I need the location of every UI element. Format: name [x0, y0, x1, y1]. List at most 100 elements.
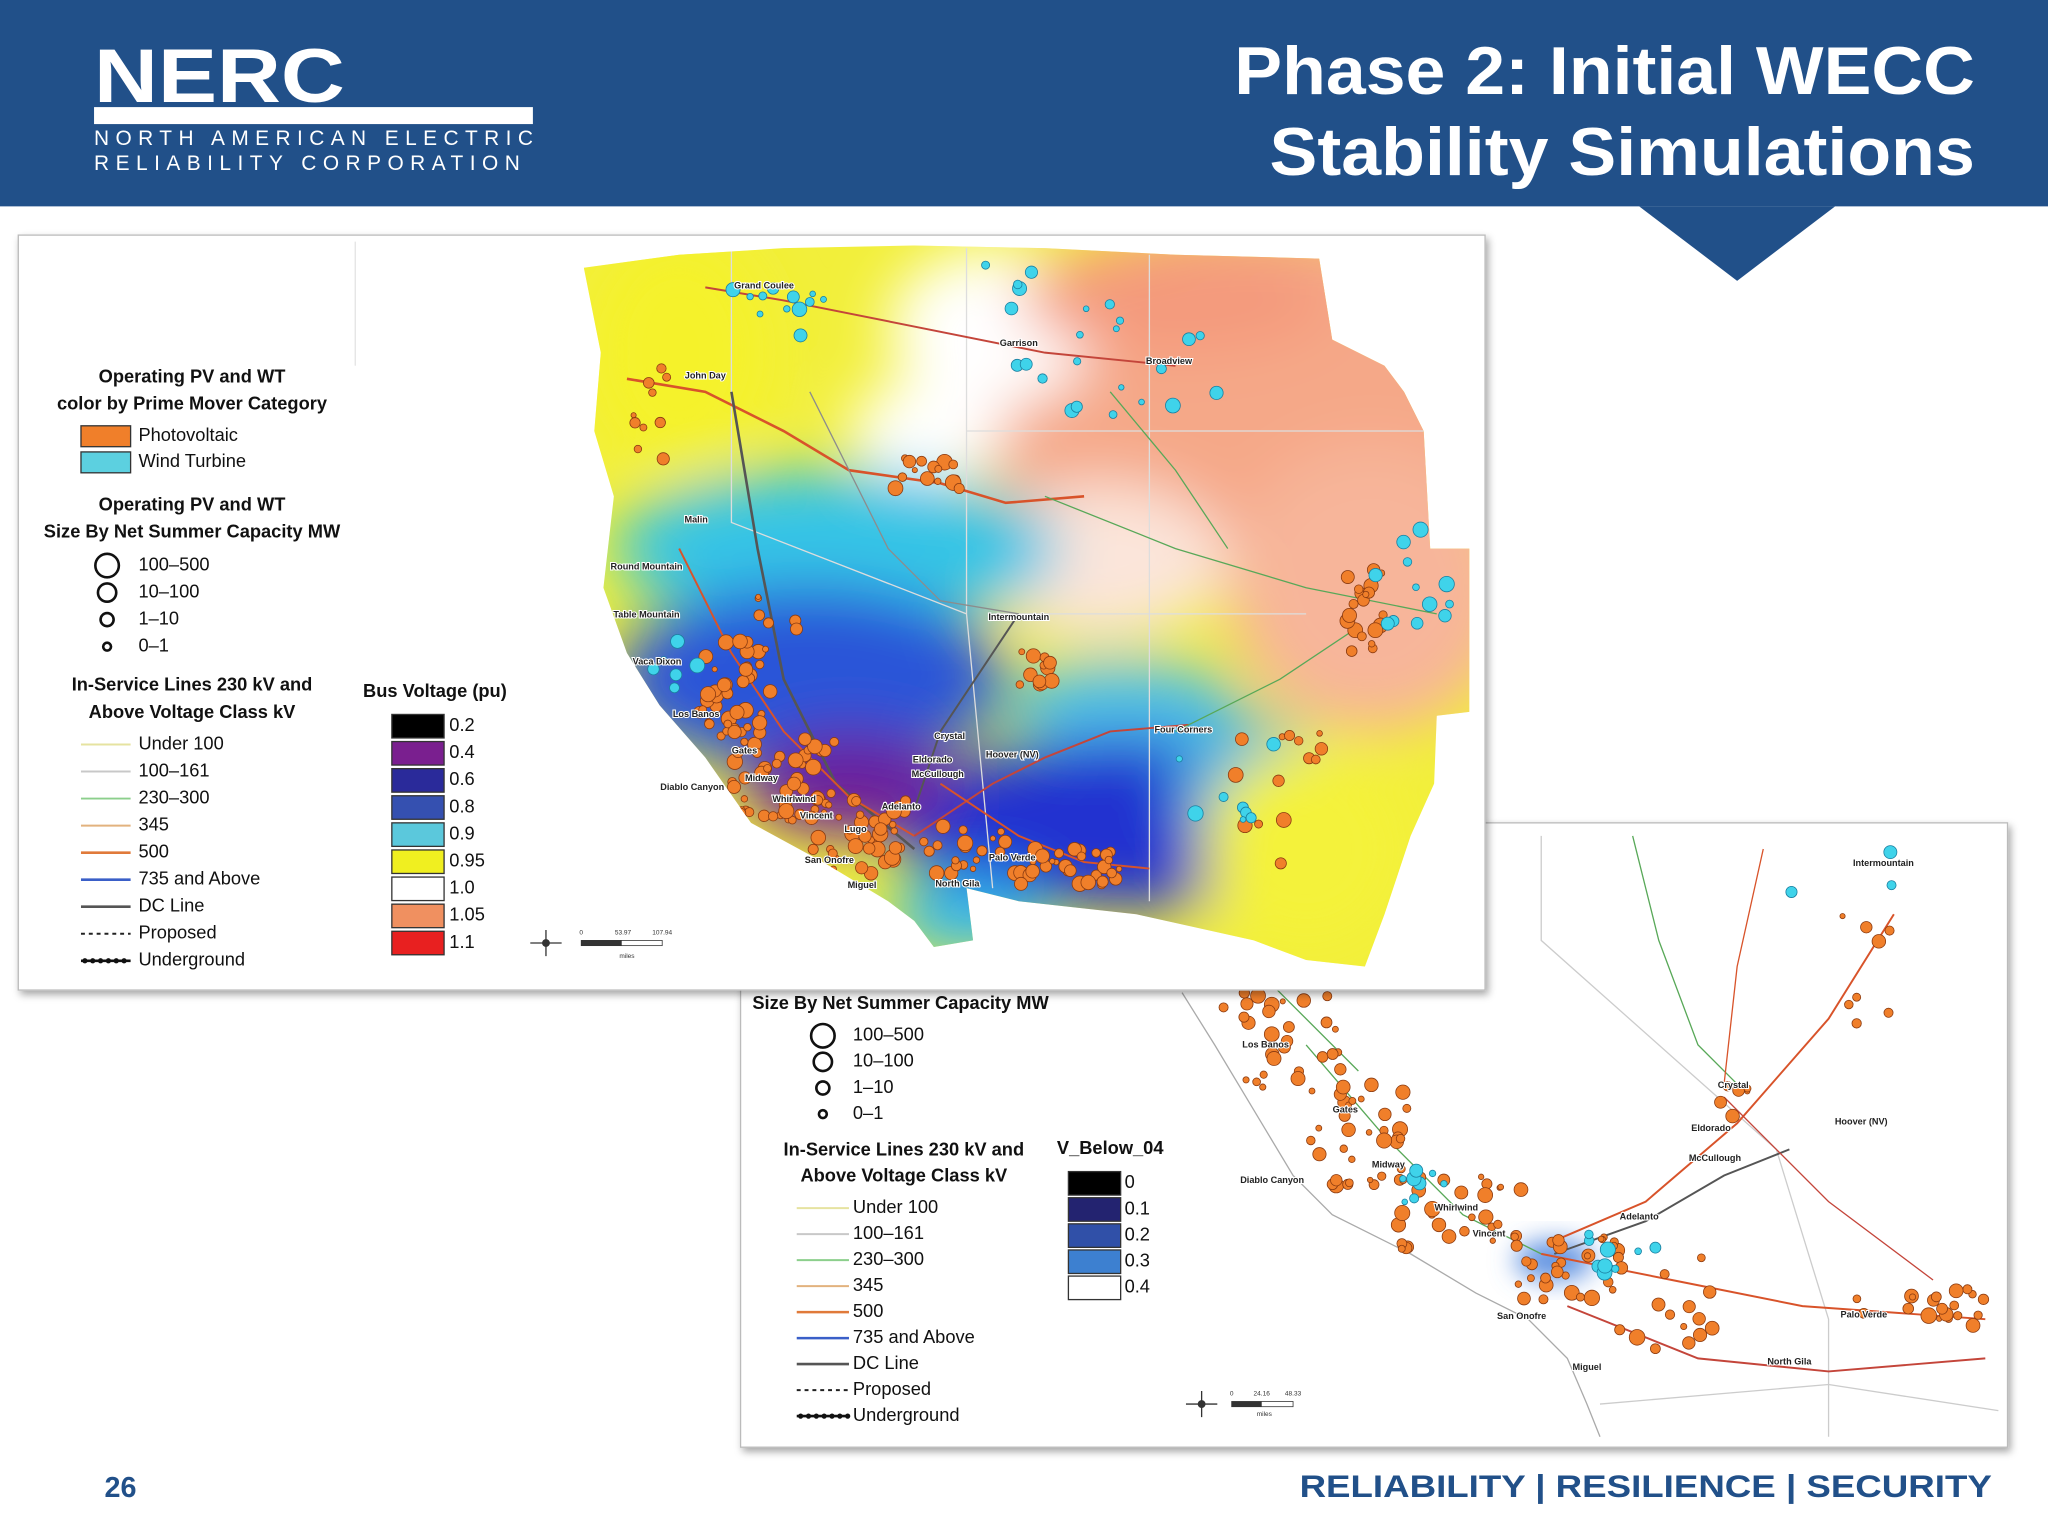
pv-plant — [1314, 742, 1329, 756]
slide-title: Phase 2: Initial WECC — [1234, 34, 1975, 109]
wind-plant — [1440, 1180, 1448, 1188]
pv-plant — [1526, 1274, 1535, 1283]
pv-plant — [1341, 1122, 1356, 1137]
legend-line-dot — [97, 958, 104, 964]
pv-plant — [874, 822, 888, 836]
transmission-line — [1632, 835, 1738, 1085]
pv-plant — [953, 483, 965, 494]
pv-plant — [1252, 1077, 1261, 1087]
legend-label: 0.8 — [449, 795, 474, 816]
place-label: Palo Verde — [989, 853, 1036, 863]
wind-plant — [647, 662, 660, 676]
legend-label: 10–100 — [853, 1050, 914, 1071]
pv-plant — [994, 846, 1006, 858]
legend-label: 230–300 — [853, 1248, 924, 1269]
wind-plant — [793, 328, 808, 343]
pv-plant — [1290, 1071, 1306, 1087]
pv-plant — [1725, 1108, 1740, 1124]
pv-plant — [1852, 1294, 1862, 1304]
place-label: Los Banos — [1242, 1039, 1289, 1049]
pv-plant — [1018, 648, 1026, 656]
legend-label: 0.6 — [449, 768, 474, 789]
pv-plant — [1348, 1155, 1356, 1163]
scale-label: 48.33 — [1285, 1390, 1302, 1397]
legend-label: Proposed — [853, 1378, 931, 1399]
wind-plant — [1209, 385, 1224, 400]
pv-plant — [732, 746, 744, 759]
pv-plant — [794, 808, 806, 820]
place-label: Grand Coulee — [734, 280, 794, 290]
pv-plant — [700, 686, 717, 703]
pv-plant — [1394, 1205, 1411, 1221]
legend-label: 0–1 — [138, 634, 168, 655]
legend-swatch — [1067, 1223, 1122, 1248]
legend-swatch — [80, 425, 132, 448]
wind-plant — [1182, 332, 1196, 346]
place-label: Hoover (NV) — [986, 749, 1039, 759]
legend-label: 345 — [853, 1274, 883, 1295]
pv-plant — [1614, 1324, 1626, 1336]
pv-plant — [1909, 1293, 1917, 1301]
pv-plant — [1345, 1178, 1354, 1188]
wind-plant — [1445, 599, 1454, 609]
legend-symbol — [809, 1022, 836, 1049]
wind-plant — [1409, 1193, 1420, 1204]
pv-plant — [1366, 1176, 1374, 1184]
pv-plant — [1441, 1229, 1457, 1244]
wind-plant — [1019, 357, 1033, 371]
pv-plant — [1316, 1051, 1329, 1063]
pv-plant — [1032, 674, 1047, 689]
slide-title: Stability Simulations — [1270, 115, 1975, 190]
place-label: Crystal — [1718, 1080, 1749, 1090]
legend-label: 0.4 — [1125, 1276, 1150, 1297]
place-label: San Onofre — [805, 855, 854, 865]
scale-label: 24.16 — [1254, 1390, 1271, 1397]
transmission-line — [705, 286, 1176, 367]
wind-plant — [1175, 755, 1183, 763]
legend-line-dot — [113, 958, 119, 964]
pv-plant — [1262, 1004, 1276, 1019]
pv-plant — [935, 818, 951, 834]
header-band — [0, 0, 2048, 207]
pv-plant — [763, 764, 772, 773]
map: Intermountain Crystal Eldorado Hoover (NV) M… — [1181, 835, 1999, 1437]
pv-plant — [717, 677, 732, 693]
legend-swatch — [391, 849, 445, 875]
pv-plant — [1280, 1034, 1294, 1048]
pv-plant — [738, 771, 752, 785]
pv-plant — [1377, 1171, 1387, 1181]
pv-plant — [888, 841, 903, 855]
legend-line-dot — [813, 1413, 819, 1419]
pv-plant — [1357, 631, 1367, 642]
pv-plant — [1362, 590, 1370, 598]
wind-plant — [1037, 373, 1048, 384]
pv-plant — [1357, 1095, 1365, 1103]
legend-label: 1.1 — [449, 931, 474, 952]
place-label: Eldorado — [913, 755, 953, 765]
pv-plant — [1697, 1253, 1706, 1263]
pv-plant — [827, 848, 838, 859]
legend-label: 100–161 — [138, 759, 209, 780]
pv-plant — [1091, 848, 1101, 858]
pv-plant — [1395, 1133, 1406, 1144]
pv-plant — [1468, 1213, 1476, 1222]
pv-plant — [835, 813, 843, 821]
pv-plant — [804, 810, 819, 825]
place-label: Four Corners — [1154, 725, 1212, 735]
pv-plant — [1025, 864, 1040, 879]
place-label: Lugo — [844, 824, 867, 834]
pv-plant — [887, 480, 904, 497]
pv-plant — [826, 788, 836, 798]
pv-plant — [858, 829, 872, 843]
transmission-line — [1175, 626, 1359, 733]
pv-plant — [1517, 1291, 1531, 1306]
pv-plant — [1316, 730, 1323, 737]
pv-plant — [1242, 1076, 1250, 1084]
pv-plant — [1376, 1132, 1393, 1149]
transmission-line — [678, 548, 915, 837]
page-number: 26 — [104, 1472, 136, 1504]
pv-plant — [1397, 1244, 1406, 1253]
pv-plant — [787, 752, 804, 769]
pv-plant — [948, 459, 959, 470]
legend-label: 735 and Above — [138, 868, 260, 889]
